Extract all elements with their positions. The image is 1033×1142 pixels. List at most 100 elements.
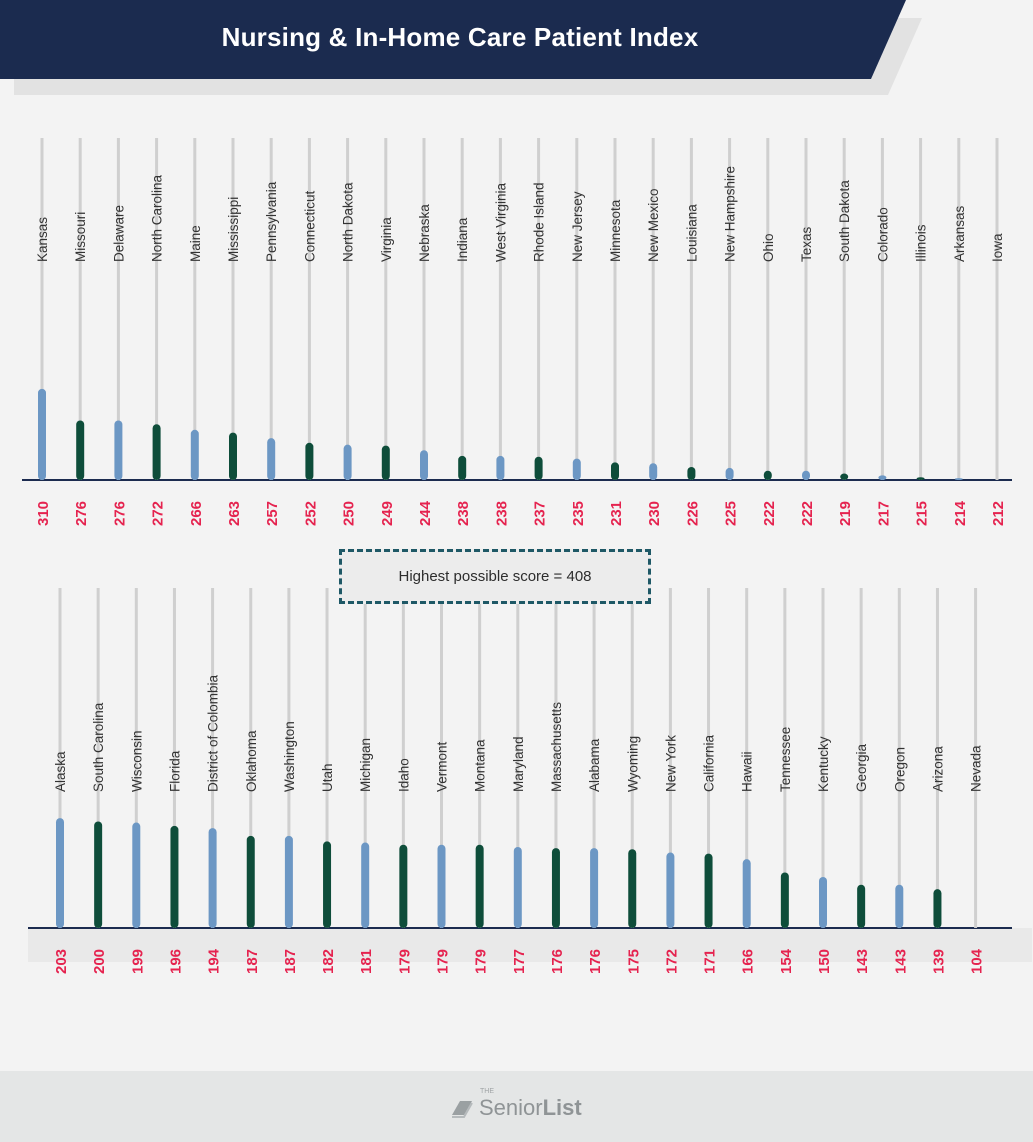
value-label-maryland: 177 <box>511 949 528 974</box>
value-label-indiana: 238 <box>455 501 472 526</box>
value-label-north-carolina: 272 <box>150 501 167 526</box>
category-label-florida: Florida <box>167 750 182 792</box>
bar-georgia <box>857 884 866 928</box>
bar-new-york <box>666 852 675 928</box>
bar-pennsylvania <box>267 438 276 480</box>
value-label-arizona: 139 <box>930 949 947 974</box>
bar-new-mexico <box>649 463 658 480</box>
value-label-vermont: 179 <box>435 949 452 974</box>
bar-colorado <box>878 475 887 480</box>
category-label-idaho: Idaho <box>396 758 411 792</box>
value-label-south-carolina: 200 <box>91 949 108 974</box>
category-label-minnesota: Minnesota <box>608 199 623 262</box>
bar-minnesota <box>611 462 619 480</box>
value-label-new-mexico: 230 <box>646 501 663 526</box>
bar-arizona <box>933 889 942 928</box>
category-label-nebraska: Nebraska <box>417 204 432 262</box>
value-label-illinois: 215 <box>914 501 931 526</box>
category-label-vermont: Vermont <box>435 741 450 792</box>
bar-montana <box>475 844 484 928</box>
bar-texas <box>802 470 810 480</box>
brand-name-bold: List <box>542 1095 582 1120</box>
value-label-connecticut: 252 <box>302 501 319 526</box>
category-label-ohio: Ohio <box>761 233 776 262</box>
page-title: Nursing & In-Home Care Patient Index <box>221 22 699 52</box>
bar-wisconsin <box>132 822 141 928</box>
chart-panel-top: Kansas 310 Missouri 276 Delaware 276 North Car… <box>22 138 1012 526</box>
category-label-kentucky: Kentucky <box>816 736 831 792</box>
value-label-kentucky: 150 <box>816 949 833 974</box>
category-label-north-dakota: North Dakota <box>341 182 356 262</box>
footer <box>0 1071 1033 1142</box>
bar-oregon <box>895 884 904 928</box>
value-label-nebraska: 244 <box>417 500 434 526</box>
category-label-maryland: Maryland <box>511 736 526 792</box>
bar-north-dakota <box>343 444 352 480</box>
category-label-new-hampshire: New Hampshire <box>723 166 738 262</box>
bar-district-of-colombia <box>208 828 217 928</box>
brand-name-regular: Senior <box>479 1095 543 1120</box>
category-label-maine: Maine <box>188 225 203 262</box>
bar-west-virginia <box>496 455 505 480</box>
value-label-wyoming: 175 <box>625 949 642 974</box>
value-label-maine: 266 <box>188 501 205 526</box>
value-label-iowa: 212 <box>990 501 1007 526</box>
category-label-massachusetts: Massachusetts <box>549 702 564 792</box>
category-label-arizona: Arizona <box>930 746 945 792</box>
bar-alabama <box>590 848 599 928</box>
value-label-arkansas: 214 <box>952 500 969 526</box>
bar-kansas <box>38 388 46 480</box>
value-label-washington: 187 <box>282 949 299 974</box>
category-label-iowa: Iowa <box>990 233 1005 262</box>
bar-idaho <box>399 844 408 928</box>
category-label-michigan: Michigan <box>358 738 373 792</box>
value-label-louisiana: 226 <box>684 501 701 526</box>
value-label-new-jersey: 235 <box>570 501 587 526</box>
max-score-callout: Highest possible score = 408 <box>339 549 651 604</box>
bar-vermont <box>437 844 446 928</box>
category-label-louisiana: Louisiana <box>684 204 699 262</box>
value-label-hawaii: 166 <box>740 949 757 974</box>
category-label-georgia: Georgia <box>854 743 869 792</box>
bar-nebraska <box>420 450 428 480</box>
category-label-new-york: New York <box>663 735 678 792</box>
value-label-missouri: 276 <box>73 501 90 526</box>
value-label-minnesota: 231 <box>608 501 625 526</box>
category-label-wyoming: Wyoming <box>625 736 640 792</box>
bar-massachusetts <box>551 848 560 928</box>
category-label-north-carolina: North Carolina <box>150 174 165 262</box>
category-label-oregon: Oregon <box>892 747 907 792</box>
bar-maryland <box>513 846 522 928</box>
category-label-alaska: Alaska <box>53 751 68 792</box>
bar-maine <box>190 429 199 480</box>
bar-wyoming <box>628 849 637 928</box>
category-label-washington: Washington <box>282 721 297 792</box>
value-label-georgia: 143 <box>854 949 871 974</box>
bar-utah <box>323 841 332 928</box>
bar-new-jersey <box>572 458 581 480</box>
value-label-alaska: 203 <box>53 949 70 974</box>
category-label-new-jersey: New Jersey <box>570 191 585 262</box>
value-label-virginia: 249 <box>379 501 396 526</box>
value-label-idaho: 179 <box>396 949 413 974</box>
value-label-delaware: 276 <box>111 501 128 526</box>
bar-kentucky <box>819 876 827 928</box>
title-banner-background <box>0 0 906 79</box>
bar-illinois <box>916 477 925 480</box>
bar-arkansas <box>954 478 963 480</box>
title-banner <box>0 0 922 95</box>
bar-alaska <box>56 818 64 928</box>
value-label-massachusetts: 176 <box>549 949 566 974</box>
category-label-colorado: Colorado <box>875 207 890 262</box>
category-label-tennessee: Tennessee <box>778 727 793 792</box>
bar-missouri <box>76 420 85 480</box>
value-label-florida: 196 <box>167 949 184 974</box>
brand-logo: THE Senior List <box>449 1088 582 1126</box>
value-label-wisconsin: 199 <box>129 949 146 974</box>
bar-virginia <box>381 445 390 480</box>
bar-michigan <box>361 842 370 928</box>
value-label-new-york: 172 <box>663 949 680 974</box>
bar-oklahoma <box>246 835 255 928</box>
value-label-nevada: 104 <box>969 948 986 974</box>
value-label-oklahoma: 187 <box>244 949 261 974</box>
